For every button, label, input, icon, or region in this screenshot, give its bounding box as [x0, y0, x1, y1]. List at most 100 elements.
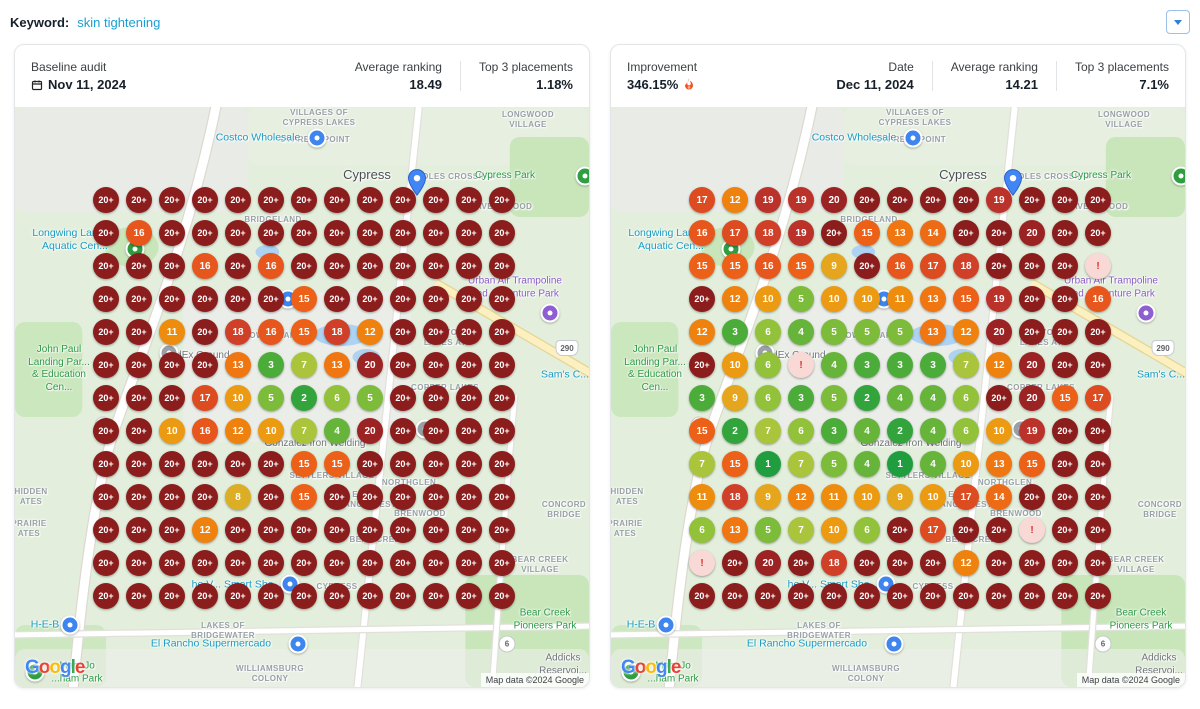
rank-marker[interactable]: 20+ [357, 484, 383, 510]
rank-marker[interactable]: 10 [755, 286, 781, 312]
rank-marker[interactable]: 20+ [1085, 451, 1111, 477]
rank-marker[interactable]: 20+ [390, 451, 416, 477]
rank-marker[interactable]: 4 [920, 385, 946, 411]
rank-marker[interactable]: 6 [854, 517, 880, 543]
rank-marker[interactable]: 3 [821, 418, 847, 444]
rank-marker[interactable]: 20+ [291, 583, 317, 609]
rank-marker[interactable]: 20+ [258, 583, 284, 609]
rank-marker[interactable]: 20+ [456, 484, 482, 510]
rank-marker[interactable]: 20+ [1052, 451, 1078, 477]
rank-marker[interactable]: 20+ [1052, 253, 1078, 279]
rank-marker[interactable]: 20+ [1085, 583, 1111, 609]
rank-marker[interactable]: 20+ [126, 385, 152, 411]
rank-marker[interactable]: 20+ [1085, 484, 1111, 510]
rank-marker[interactable]: 5 [854, 319, 880, 345]
rank-marker[interactable]: 20+ [324, 484, 350, 510]
store-poi-icon[interactable] [60, 615, 80, 635]
rank-marker[interactable]: 20+ [489, 253, 515, 279]
rank-marker[interactable]: 20+ [689, 286, 715, 312]
rank-marker[interactable]: 20+ [159, 352, 185, 378]
rank-marker[interactable]: 20+ [1019, 319, 1045, 345]
rank-marker[interactable]: 4 [854, 451, 880, 477]
rank-marker[interactable]: 20+ [258, 550, 284, 576]
rank-marker[interactable]: 13 [324, 352, 350, 378]
rank-marker[interactable]: 10 [854, 484, 880, 510]
rank-marker[interactable]: 16 [192, 253, 218, 279]
park-poi-icon[interactable] [575, 166, 589, 186]
rank-marker[interactable]: 20+ [324, 286, 350, 312]
rank-marker[interactable]: 16 [1085, 286, 1111, 312]
rank-marker[interactable]: 20+ [788, 550, 814, 576]
rank-marker[interactable]: 11 [689, 484, 715, 510]
rank-marker[interactable]: 20+ [1052, 550, 1078, 576]
rank-marker[interactable]: 17 [192, 385, 218, 411]
rank-marker[interactable]: 20+ [489, 451, 515, 477]
rank-marker[interactable]: 20+ [489, 550, 515, 576]
rank-marker[interactable]: 20+ [1019, 286, 1045, 312]
rank-marker[interactable]: 7 [755, 418, 781, 444]
rank-marker[interactable]: 20+ [722, 583, 748, 609]
rank-marker[interactable]: 20+ [423, 385, 449, 411]
rank-marker[interactable]: 20+ [159, 385, 185, 411]
rank-marker[interactable]: 20+ [357, 253, 383, 279]
rank-marker[interactable]: 20+ [357, 187, 383, 213]
rank-marker[interactable]: 20+ [456, 517, 482, 543]
rank-marker[interactable]: 20+ [93, 583, 119, 609]
rank-marker[interactable]: 2 [722, 418, 748, 444]
rank-marker[interactable]: 7 [689, 451, 715, 477]
rank-marker[interactable]: 20+ [324, 187, 350, 213]
rank-marker[interactable]: 5 [821, 385, 847, 411]
rank-marker[interactable]: 20+ [456, 451, 482, 477]
business-pin-icon[interactable] [407, 169, 427, 202]
rank-marker[interactable]: 20+ [986, 583, 1012, 609]
rank-marker[interactable]: 13 [986, 451, 1012, 477]
rank-marker[interactable]: 20+ [489, 517, 515, 543]
rank-marker[interactable]: 12 [722, 286, 748, 312]
rank-marker[interactable]: 20+ [258, 451, 284, 477]
rank-marker[interactable]: 20+ [126, 550, 152, 576]
rank-marker[interactable]: 20+ [390, 286, 416, 312]
rank-marker[interactable]: 16 [258, 319, 284, 345]
rank-marker[interactable]: 15 [854, 220, 880, 246]
rank-marker[interactable]: 20+ [390, 583, 416, 609]
rank-marker[interactable]: 20 [1019, 385, 1045, 411]
rank-marker[interactable]: 20+ [986, 550, 1012, 576]
rank-marker[interactable]: 20+ [225, 286, 251, 312]
rank-marker[interactable]: 13 [722, 517, 748, 543]
rank-marker[interactable]: 20+ [1052, 517, 1078, 543]
rank-marker[interactable]: 20+ [159, 484, 185, 510]
rank-marker[interactable]: 20+ [192, 484, 218, 510]
rank-marker[interactable]: 4 [821, 352, 847, 378]
rank-marker[interactable]: 20+ [854, 550, 880, 576]
rank-marker[interactable]: 19 [1019, 418, 1045, 444]
rank-marker[interactable]: 20+ [126, 517, 152, 543]
rank-marker[interactable]: 20+ [1052, 583, 1078, 609]
rank-marker[interactable]: 20+ [986, 220, 1012, 246]
rank-marker[interactable]: 9 [821, 253, 847, 279]
rank-marker[interactable]: 5 [887, 319, 913, 345]
rank-marker[interactable]: 12 [953, 319, 979, 345]
rank-marker[interactable]: 2 [291, 385, 317, 411]
rank-marker[interactable]: 10 [722, 352, 748, 378]
rank-marker[interactable]: 12 [722, 187, 748, 213]
rank-marker[interactable]: 20+ [390, 484, 416, 510]
rank-marker[interactable]: 19 [788, 220, 814, 246]
rank-marker[interactable]: 20+ [854, 187, 880, 213]
rank-marker[interactable]: 20+ [821, 583, 847, 609]
rank-marker[interactable]: 20+ [423, 187, 449, 213]
rank-marker[interactable]: 20+ [159, 187, 185, 213]
store-poi-icon[interactable] [903, 128, 923, 148]
rank-marker[interactable]: 5 [821, 319, 847, 345]
store-poi-icon[interactable] [656, 615, 676, 635]
rank-marker[interactable]: 20+ [258, 220, 284, 246]
rank-marker[interactable]: 20 [986, 319, 1012, 345]
rank-marker[interactable]: 19 [755, 187, 781, 213]
rank-marker[interactable]: 20+ [788, 583, 814, 609]
rank-marker[interactable]: 20+ [887, 517, 913, 543]
park-poi-icon[interactable] [25, 662, 45, 682]
rank-marker[interactable]: 20+ [722, 550, 748, 576]
rank-marker[interactable]: 20+ [755, 583, 781, 609]
rank-marker[interactable]: 6 [689, 517, 715, 543]
rank-marker[interactable]: 20+ [225, 550, 251, 576]
rank-marker[interactable]: 20+ [456, 352, 482, 378]
